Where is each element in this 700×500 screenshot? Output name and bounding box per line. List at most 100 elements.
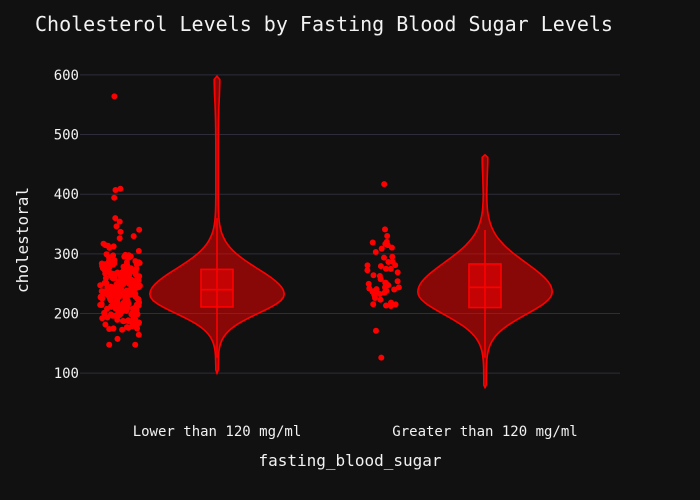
data-point [99,315,106,322]
data-point [372,249,379,255]
data-point [119,281,126,287]
data-point [395,284,402,291]
y-tick-labels: 100 200 300 400 500 600 [54,68,79,382]
data-point [122,251,129,258]
data-point [116,312,123,319]
data-point [120,268,127,275]
data-point [376,291,383,297]
data-point [114,316,121,323]
data-point [125,300,132,307]
data-point [125,324,132,331]
data-point [119,326,126,333]
data-point [99,295,106,302]
violins [148,74,554,390]
outlier-point [112,187,119,193]
data-point [120,263,127,270]
grid-lines [80,74,620,374]
data-point [392,301,399,308]
data-point [97,301,104,308]
x-tick-label: Greater than 120 mg/ml [392,424,577,440]
data-point [105,289,112,296]
data-point [117,228,124,235]
data-point [132,304,139,311]
data-point [364,267,371,274]
data-point [394,278,401,285]
outlier-point [383,238,390,245]
data-point [124,279,131,285]
data-point [114,335,121,342]
chart-title: Cholesterol Levels by Fasting Blood Suga… [35,12,613,36]
y-axis-title: cholestoral [13,187,32,293]
outlier-point [384,233,391,239]
data-point [373,327,379,334]
data-point [136,273,143,280]
data-point [135,248,142,254]
data-point [382,279,389,286]
data-point [110,252,117,259]
data-point [109,275,116,282]
data-point [365,280,372,287]
data-point [105,268,112,275]
x-axis-title: fasting_blood_sugar [258,451,441,470]
data-point [391,286,398,293]
data-point [103,251,110,258]
data-point [133,261,140,268]
outlier-point [382,226,388,233]
data-point [123,295,130,302]
data-point [378,245,385,252]
data-point [126,272,133,279]
data-point [388,299,394,306]
data-point [107,311,114,318]
data-point [131,291,138,298]
data-point [136,226,143,233]
data-points [97,93,402,361]
outlier-point [378,354,385,361]
iqr-box [200,268,234,308]
data-point [116,235,123,242]
data-point [132,316,139,323]
data-point [101,309,108,316]
x-tick-labels: Lower than 120 mg/ml Greater than 120 mg/… [133,424,578,440]
iqr-box [468,263,502,309]
outlier-point [116,218,123,225]
data-point [99,265,106,272]
data-point [104,305,110,312]
y-tick-label: 600 [54,68,79,84]
data-point [130,233,137,240]
data-point [110,325,117,332]
data-point [107,297,114,304]
data-point [132,285,139,292]
data-point [112,270,119,277]
data-point [369,239,376,246]
data-point [370,272,377,279]
data-point [383,265,389,272]
y-tick-label: 200 [54,307,79,323]
outlier-point [117,185,124,192]
data-point [385,259,392,265]
data-point [125,318,132,325]
data-point [377,263,384,270]
data-point [370,301,377,308]
data-point [117,273,124,280]
y-tick-label: 100 [54,366,79,382]
data-point [132,341,139,348]
data-point [381,254,387,261]
data-point [383,302,389,309]
data-point [102,321,109,328]
data-point [104,263,111,270]
data-point [373,286,380,293]
data-point [392,262,399,269]
data-point [383,287,390,294]
data-point [387,265,394,272]
data-point [389,253,396,260]
outlier-point [111,194,118,201]
data-point [110,243,117,250]
data-point [135,331,142,338]
y-tick-label: 400 [54,187,79,203]
outlier-point [381,181,388,188]
data-point [106,341,113,348]
data-point [394,269,401,276]
data-point [364,262,371,269]
outlier-point [112,215,119,222]
